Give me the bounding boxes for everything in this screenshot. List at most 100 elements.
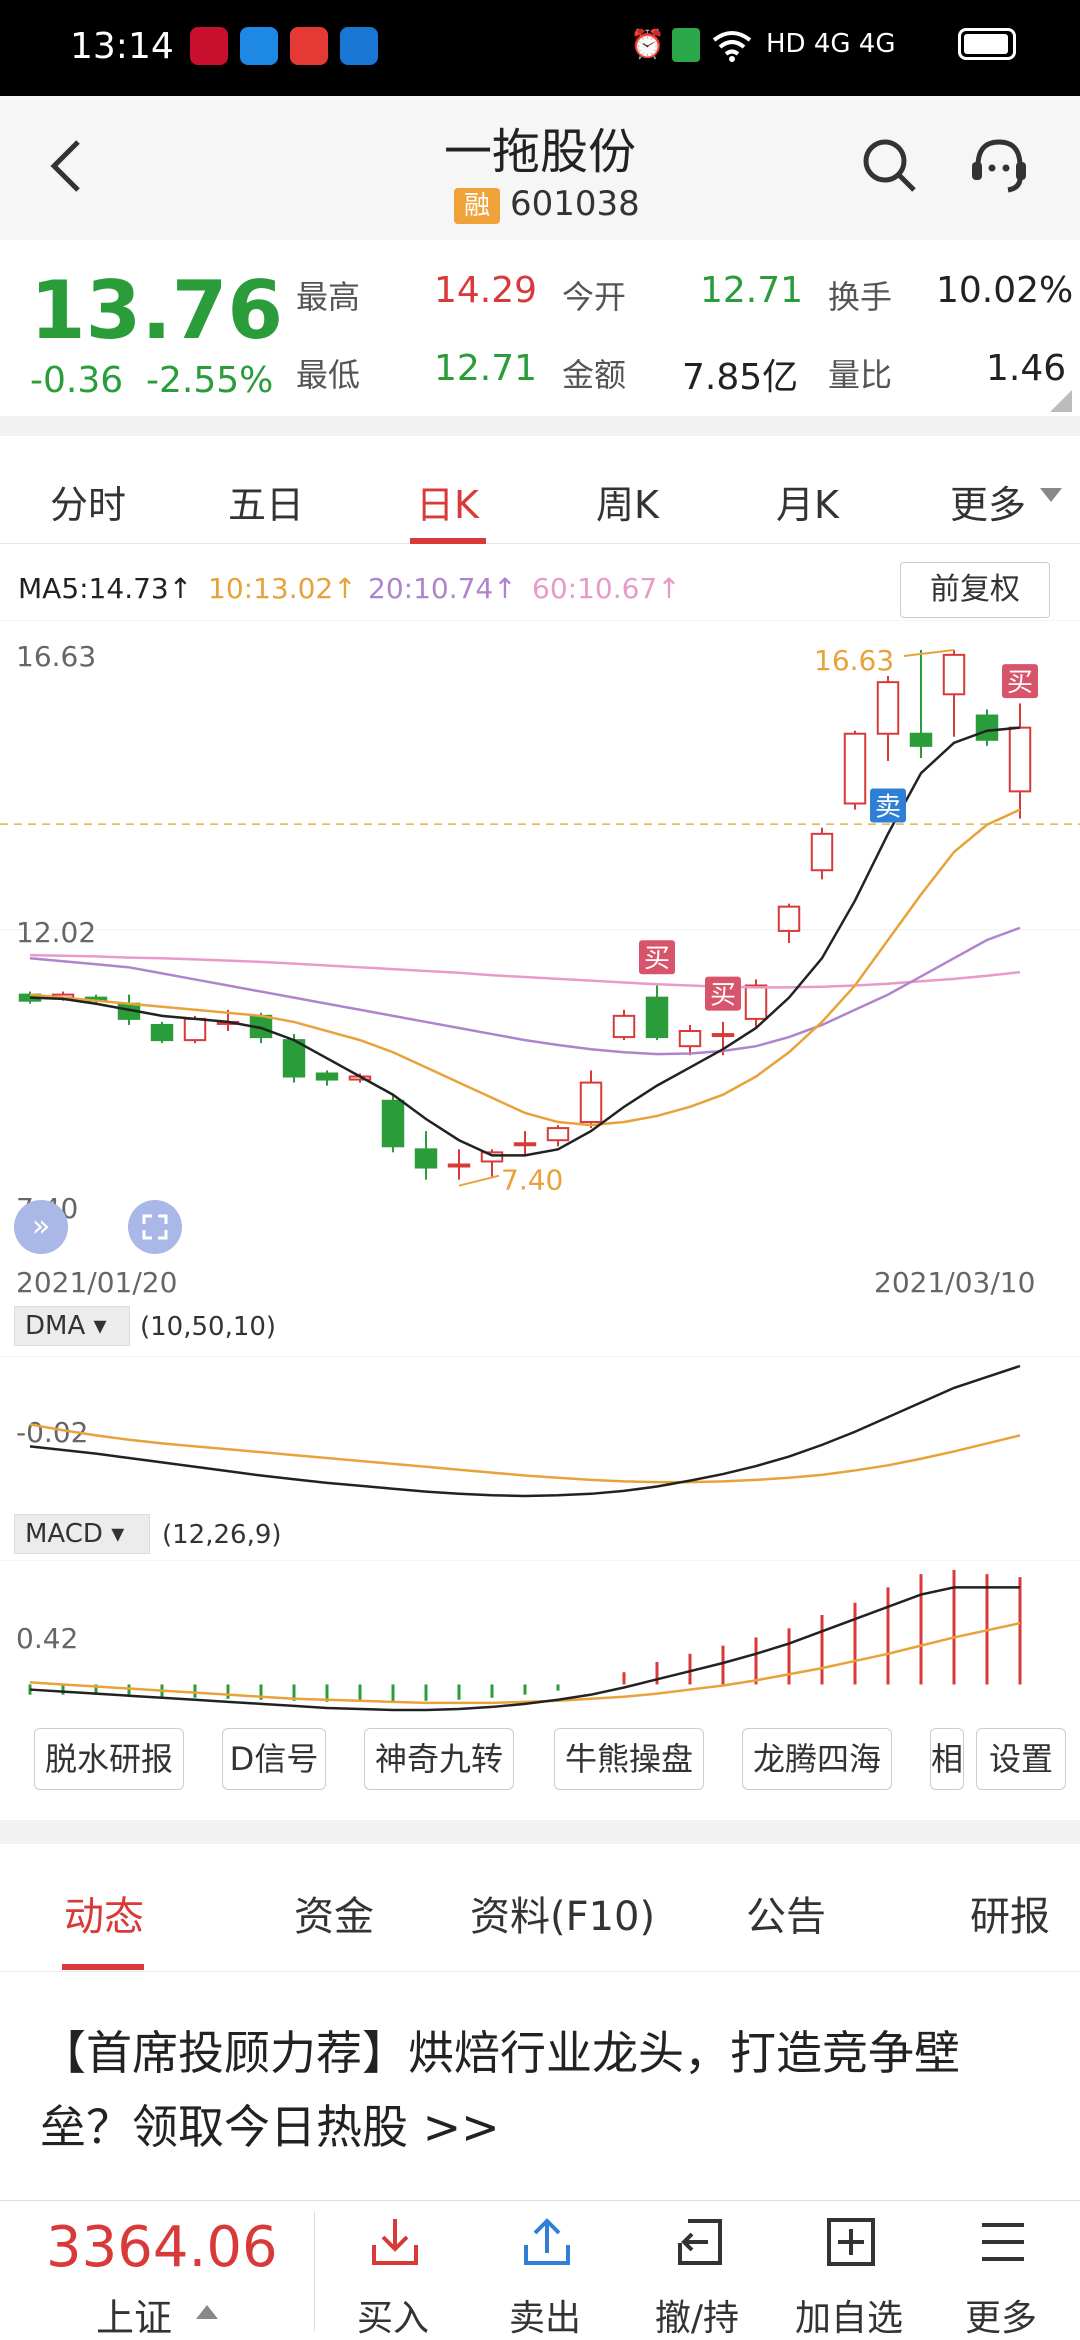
tab-more[interactable]: 更多 xyxy=(950,483,1027,527)
index-value[interactable]: 3364.06 xyxy=(46,2215,278,2280)
network-signal: HD 4G 4G xyxy=(766,29,896,59)
fast-forward-icon[interactable]: » xyxy=(14,1200,68,1254)
candle xyxy=(381,1099,405,1148)
more-button[interactable]: 更多 xyxy=(926,2201,1076,2340)
tool-settings[interactable]: 设置 xyxy=(976,1728,1066,1790)
low-value: 12.71 xyxy=(434,348,538,389)
dma-params: (10,50,10) xyxy=(140,1312,277,1342)
tab-profile[interactable]: 资料(F10) xyxy=(470,1894,656,1940)
tab-intraday[interactable]: 分时 xyxy=(50,483,127,527)
buy-signal-badge xyxy=(1002,664,1038,699)
index-name[interactable]: 上证 xyxy=(96,2296,173,2340)
current-price: 13.76 xyxy=(30,264,284,357)
search-icon[interactable] xyxy=(860,136,920,196)
tab-five-day[interactable]: 五日 xyxy=(228,483,305,527)
candle xyxy=(513,1142,537,1147)
candle xyxy=(414,1148,438,1169)
stock-code: 601038 xyxy=(510,184,640,224)
dropdown-arrow-icon xyxy=(1040,488,1062,502)
back-arrow-icon[interactable] xyxy=(44,136,90,196)
tab-research[interactable]: 研报 xyxy=(970,1894,1050,1940)
active-tab-indicator xyxy=(62,1964,144,1970)
candle xyxy=(315,1072,339,1081)
x-axis-start: 2021/01/20 xyxy=(16,1266,178,1299)
active-tab-indicator xyxy=(410,538,486,544)
sell-button[interactable]: 卖出 xyxy=(470,2201,620,2340)
tab-announcements[interactable]: 公告 xyxy=(746,1894,826,1940)
open-label: 今开 xyxy=(562,278,627,316)
wifi-icon xyxy=(712,31,752,62)
ma5-line xyxy=(29,726,1021,1157)
candle xyxy=(876,681,900,735)
volume-ratio-value: 1.46 xyxy=(986,348,1067,389)
tool-bull-bear[interactable]: 牛熊操盘 xyxy=(554,1728,704,1790)
cancel-order-icon xyxy=(678,2219,722,2265)
tool-dragon[interactable]: 龙腾四海 xyxy=(742,1728,892,1790)
candle xyxy=(810,832,834,872)
tab-funds[interactable]: 资金 xyxy=(294,1894,374,1940)
caret-up-icon xyxy=(196,2305,218,2319)
status-bar: 13:14 ⏰ HD 4G 4G xyxy=(0,0,1080,96)
candle xyxy=(843,732,867,805)
macd-chart xyxy=(0,1560,1080,1712)
tool-report[interactable]: 脱水研报 xyxy=(34,1728,184,1790)
tab-weekly-k[interactable]: 周K xyxy=(596,483,659,527)
macd-dea-line xyxy=(29,1621,1021,1705)
sell-signal-badge xyxy=(870,788,906,823)
stock-name: 一拖股份 xyxy=(443,124,636,180)
amount-value: 7.85亿 xyxy=(682,357,799,398)
low-label: 最低 xyxy=(296,356,361,394)
candle xyxy=(909,732,933,747)
cancel-hold-label: 撤/持 xyxy=(654,2298,740,2339)
battery-icon xyxy=(958,28,1016,60)
tab-news[interactable]: 动态 xyxy=(64,1894,144,1940)
add-watchlist-label: 加自选 xyxy=(794,2298,903,2339)
shield-icon xyxy=(672,28,700,62)
news-headline[interactable]: 【首席投顾力荐】烘焙行业龙头，打造竞争壁垒？领取今日热股 >> xyxy=(40,2026,960,2154)
cancel-hold-button[interactable]: 撤/持 xyxy=(622,2201,772,2340)
candle xyxy=(480,1151,504,1163)
ma60-legend: 60:10.67↑ xyxy=(532,572,681,605)
app-notification-icon xyxy=(240,27,278,65)
price-change: -0.36 xyxy=(30,360,124,401)
adjust-button[interactable]: 前复权 xyxy=(900,562,1050,618)
ma60-line xyxy=(29,953,1021,989)
buy-signal-badge xyxy=(639,940,675,975)
app-notification-icon xyxy=(340,27,378,65)
candle xyxy=(1008,726,1032,793)
app-notification-icon xyxy=(190,27,228,65)
tab-monthly-k[interactable]: 月K xyxy=(776,483,839,527)
menu-icon xyxy=(982,2223,1024,2261)
candle xyxy=(579,1081,603,1124)
candle xyxy=(975,714,999,741)
tool-d-signal[interactable]: D信号 xyxy=(222,1728,326,1790)
candle xyxy=(546,1127,570,1142)
candle xyxy=(612,1014,636,1039)
period-tabs: 分时 五日 日K 周K 月K 更多 xyxy=(0,436,1080,544)
bottom-action-bar: 3364.06 上证 买入 卖出 撤/持 xyxy=(0,2200,1080,2340)
add-watchlist-button[interactable]: 加自选 xyxy=(774,2201,924,2340)
macd-indicator-select[interactable]: MACD ▾ xyxy=(14,1514,150,1554)
ma20-line xyxy=(29,926,1021,1056)
tab-daily-k[interactable]: 日K xyxy=(416,483,479,527)
ma20-legend: 20:10.74↑ xyxy=(368,572,517,605)
tool-nine-turn[interactable]: 神奇九转 xyxy=(364,1728,514,1790)
margin-badge: 融 xyxy=(454,188,500,224)
buy-button[interactable]: 买入 xyxy=(318,2201,468,2340)
expand-corner-icon[interactable] xyxy=(1050,390,1072,412)
sell-label: 卖出 xyxy=(508,2298,581,2339)
alarm-icon: ⏰ xyxy=(630,27,665,61)
dma-indicator-select[interactable]: DMA ▾ xyxy=(14,1306,130,1346)
ma5-legend: MA5:14.73↑ xyxy=(18,572,193,605)
low-mark-line xyxy=(458,1174,500,1187)
price-change-pct: -2.55% xyxy=(146,360,274,401)
candle xyxy=(282,1039,306,1078)
buy-icon xyxy=(372,2219,418,2265)
fullscreen-icon[interactable] xyxy=(128,1200,182,1254)
candle xyxy=(645,996,669,1039)
customer-service-icon[interactable] xyxy=(964,132,1034,202)
tool-partial[interactable]: 相 xyxy=(930,1728,964,1790)
high-mark-label: 16.63 xyxy=(814,644,894,677)
buy-signal-label: 买 xyxy=(1007,668,1033,698)
